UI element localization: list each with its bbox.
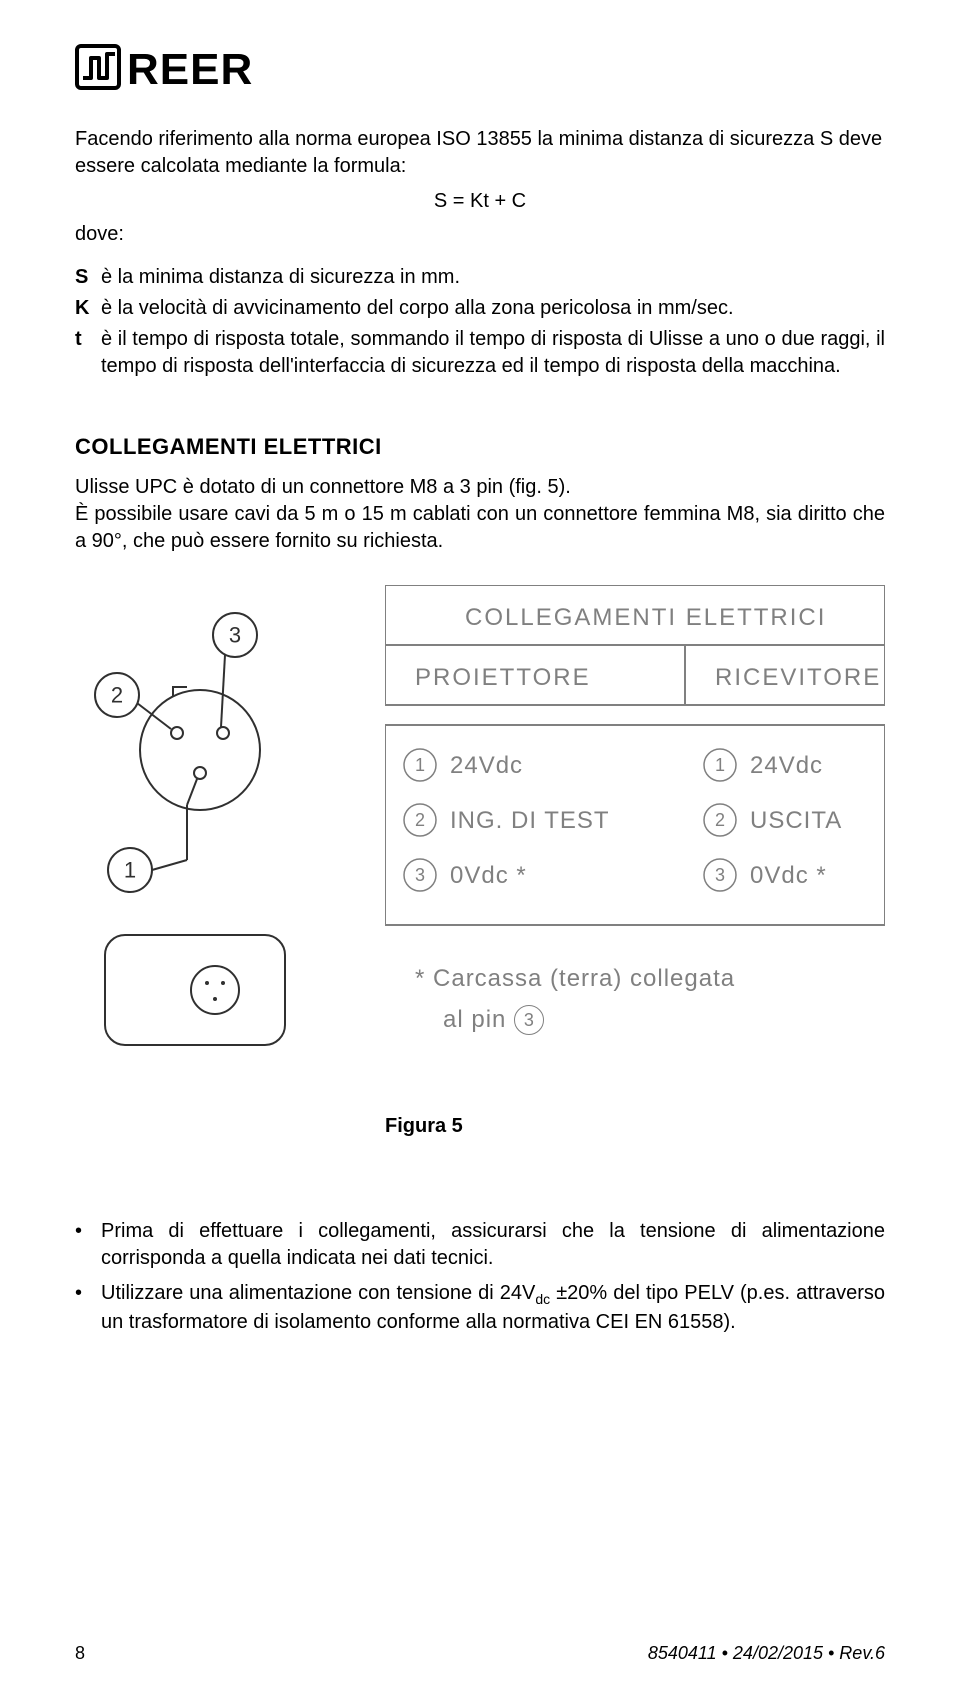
bullet-text: Utilizzare una alimentazione con tension… [101, 1280, 885, 1336]
section-body-2: È possibile usare cavi da 5 m o 15 m cab… [75, 501, 885, 555]
svg-text:2: 2 [111, 683, 123, 708]
bullet-dot-icon: • [75, 1218, 101, 1272]
svg-text:2: 2 [715, 810, 725, 830]
section-body-1: Ulisse UPC è dotato di un connettore M8 … [75, 474, 885, 501]
def-key: t [75, 326, 101, 380]
table-footnote: * Carcassa (terra) collegata al pin 3 [415, 965, 735, 1035]
bullet-dot-icon: • [75, 1280, 101, 1336]
def-val: è la velocità di avvicinamento del corpo… [101, 295, 885, 322]
svg-text:ING. DI TEST: ING. DI TEST [450, 807, 610, 834]
svg-text:1: 1 [124, 858, 136, 883]
svg-text:2: 2 [415, 810, 425, 830]
def-val: è il tempo di risposta totale, sommando … [101, 326, 885, 380]
footnote-line1: * Carcassa (terra) collegata [415, 965, 735, 993]
logo: REER [75, 40, 885, 98]
bullet-list: • Prima di effettuare i collegamenti, as… [75, 1218, 885, 1336]
svg-text:0Vdc *: 0Vdc * [750, 862, 827, 889]
svg-text:1: 1 [715, 755, 725, 775]
svg-text:COLLEGAMENTI ELETTRICI: COLLEGAMENTI ELETTRICI [465, 604, 826, 631]
bullet-text: Prima di effettuare i collegamenti, assi… [101, 1218, 885, 1272]
page-number: 8 [75, 1643, 85, 1664]
svg-text:24Vdc: 24Vdc [750, 752, 823, 779]
svg-text:RICEVITORE: RICEVITORE [715, 664, 881, 691]
footnote-pin-circle: 3 [514, 1005, 544, 1035]
connector-diagram: 3 2 1 [75, 605, 355, 1065]
footnote-line2a: al pin [443, 1006, 506, 1034]
svg-text:USCITA: USCITA [750, 807, 842, 834]
formula: S = Kt + C [75, 190, 885, 213]
def-key: S [75, 264, 101, 291]
bullet-item: • Prima di effettuare i collegamenti, as… [75, 1218, 885, 1272]
def-row-k: K è la velocità di avvicinamento del cor… [75, 295, 885, 322]
def-val: è la minima distanza di sicurezza in mm. [101, 264, 885, 291]
svg-text:1: 1 [415, 755, 425, 775]
svg-text:REER: REER [127, 45, 253, 94]
def-row-t: t è il tempo di risposta totale, sommand… [75, 326, 885, 380]
svg-text:PROIETTORE: PROIETTORE [415, 664, 591, 691]
def-key: K [75, 295, 101, 322]
wiring-table: COLLEGAMENTI ELETTRICI PROIETTORE RICEVI… [385, 585, 885, 945]
svg-text:3: 3 [229, 623, 241, 648]
reer-logo-svg: REER [75, 40, 295, 98]
page-footer: 8 8540411 • 24/02/2015 • Rev.6 [75, 1643, 885, 1664]
svg-text:24Vdc: 24Vdc [450, 752, 523, 779]
figure-area: 3 2 1 [75, 585, 885, 1105]
def-row-s: S è la minima distanza di sicurezza in m… [75, 264, 885, 291]
dove-label: dove: [75, 223, 885, 246]
svg-text:0Vdc *: 0Vdc * [450, 862, 527, 889]
bullet-item: • Utilizzare una alimentazione con tensi… [75, 1280, 885, 1336]
doc-code: 8540411 • 24/02/2015 • Rev.6 [648, 1643, 885, 1664]
svg-text:3: 3 [415, 865, 425, 885]
figure-caption: Figura 5 [385, 1115, 885, 1138]
svg-text:3: 3 [715, 865, 725, 885]
intro-paragraph: Facendo riferimento alla norma europea I… [75, 126, 885, 180]
section-heading: COLLEGAMENTI ELETTRICI [75, 434, 885, 460]
